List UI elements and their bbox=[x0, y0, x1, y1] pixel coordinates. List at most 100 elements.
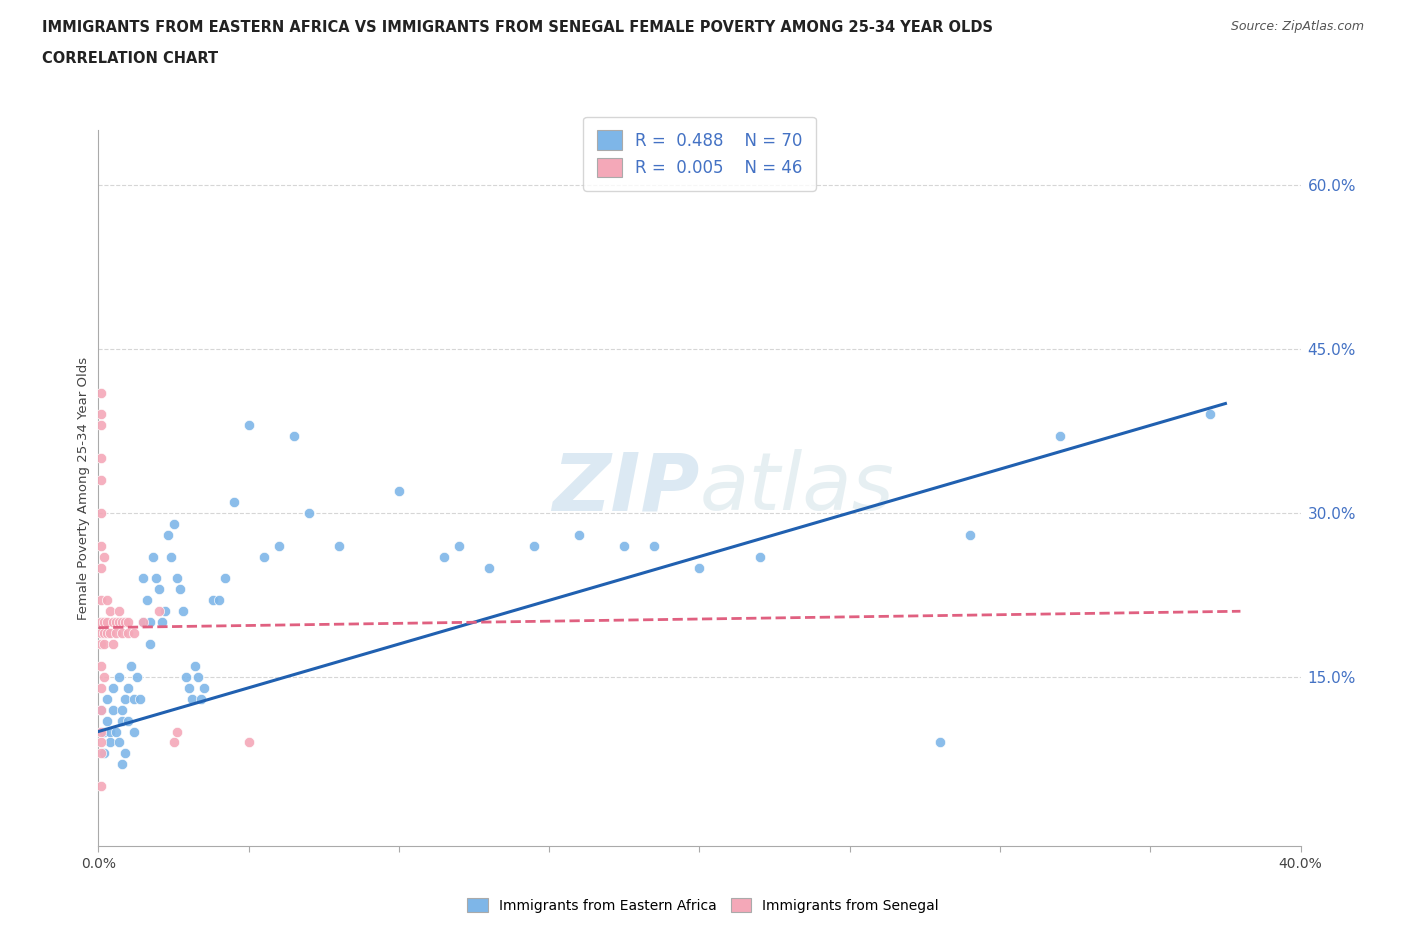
Point bbox=[90, 418, 112, 432]
Point bbox=[201, 592, 224, 607]
Point bbox=[1049, 429, 1071, 444]
Point bbox=[90, 637, 112, 652]
Point bbox=[90, 451, 112, 466]
Point bbox=[93, 670, 115, 684]
Point bbox=[93, 637, 115, 652]
Point bbox=[103, 702, 125, 717]
Point bbox=[103, 681, 125, 696]
Point bbox=[138, 637, 160, 652]
Point bbox=[93, 626, 115, 641]
Point bbox=[100, 626, 122, 641]
Point bbox=[190, 691, 212, 706]
Point bbox=[208, 592, 231, 607]
Point bbox=[90, 615, 112, 630]
Point bbox=[169, 582, 191, 597]
Point bbox=[90, 626, 112, 641]
Point bbox=[96, 592, 118, 607]
Point bbox=[90, 735, 112, 750]
Point bbox=[93, 746, 115, 761]
Point bbox=[96, 691, 118, 706]
Point bbox=[298, 505, 321, 520]
Point bbox=[166, 571, 188, 586]
Point bbox=[117, 626, 139, 641]
Point bbox=[132, 571, 155, 586]
Point bbox=[117, 615, 139, 630]
Point bbox=[253, 549, 276, 564]
Point bbox=[90, 538, 112, 553]
Point bbox=[111, 713, 134, 728]
Text: atlas: atlas bbox=[700, 449, 894, 527]
Point bbox=[121, 658, 143, 673]
Legend: R =  0.488    N = 70, R =  0.005    N = 46: R = 0.488 N = 70, R = 0.005 N = 46 bbox=[583, 117, 815, 191]
Point bbox=[105, 724, 128, 739]
Point bbox=[124, 691, 146, 706]
Point bbox=[108, 670, 131, 684]
Point bbox=[103, 637, 125, 652]
Point bbox=[90, 681, 112, 696]
Point bbox=[132, 615, 155, 630]
Point bbox=[90, 592, 112, 607]
Point bbox=[162, 735, 184, 750]
Point bbox=[100, 724, 122, 739]
Point bbox=[96, 626, 118, 641]
Point bbox=[328, 538, 350, 553]
Point bbox=[90, 658, 112, 673]
Point bbox=[153, 604, 176, 618]
Point bbox=[138, 615, 160, 630]
Point bbox=[100, 735, 122, 750]
Point bbox=[96, 713, 118, 728]
Point bbox=[93, 549, 115, 564]
Point bbox=[174, 670, 197, 684]
Point bbox=[162, 516, 184, 531]
Point bbox=[183, 658, 205, 673]
Point bbox=[177, 681, 200, 696]
Point bbox=[150, 615, 173, 630]
Point bbox=[129, 691, 152, 706]
Point bbox=[222, 495, 245, 510]
Text: CORRELATION CHART: CORRELATION CHART bbox=[42, 51, 218, 66]
Point bbox=[108, 615, 131, 630]
Point bbox=[114, 691, 136, 706]
Point bbox=[141, 549, 163, 564]
Point bbox=[748, 549, 770, 564]
Point bbox=[108, 735, 131, 750]
Point bbox=[105, 626, 128, 641]
Point bbox=[523, 538, 546, 553]
Point bbox=[478, 560, 501, 575]
Point bbox=[187, 670, 209, 684]
Point bbox=[283, 429, 305, 444]
Point bbox=[90, 746, 112, 761]
Point bbox=[90, 505, 112, 520]
Point bbox=[148, 604, 170, 618]
Point bbox=[689, 560, 711, 575]
Point bbox=[124, 724, 146, 739]
Point bbox=[135, 592, 157, 607]
Point bbox=[159, 549, 181, 564]
Point bbox=[238, 735, 260, 750]
Point bbox=[267, 538, 290, 553]
Point bbox=[111, 702, 134, 717]
Point bbox=[172, 604, 194, 618]
Point bbox=[127, 670, 149, 684]
Point bbox=[111, 615, 134, 630]
Text: IMMIGRANTS FROM EASTERN AFRICA VS IMMIGRANTS FROM SENEGAL FEMALE POVERTY AMONG 2: IMMIGRANTS FROM EASTERN AFRICA VS IMMIGR… bbox=[42, 20, 993, 35]
Point bbox=[238, 418, 260, 432]
Point bbox=[117, 681, 139, 696]
Point bbox=[1199, 407, 1222, 422]
Point bbox=[643, 538, 665, 553]
Text: ZIP: ZIP bbox=[553, 449, 700, 527]
Point bbox=[180, 691, 202, 706]
Point bbox=[114, 615, 136, 630]
Point bbox=[96, 615, 118, 630]
Point bbox=[90, 702, 112, 717]
Point bbox=[433, 549, 456, 564]
Point bbox=[90, 778, 112, 793]
Point bbox=[90, 472, 112, 487]
Point bbox=[93, 724, 115, 739]
Point bbox=[111, 626, 134, 641]
Point bbox=[145, 571, 167, 586]
Point bbox=[156, 527, 179, 542]
Text: Source: ZipAtlas.com: Source: ZipAtlas.com bbox=[1230, 20, 1364, 33]
Point bbox=[193, 681, 215, 696]
Point bbox=[90, 724, 112, 739]
